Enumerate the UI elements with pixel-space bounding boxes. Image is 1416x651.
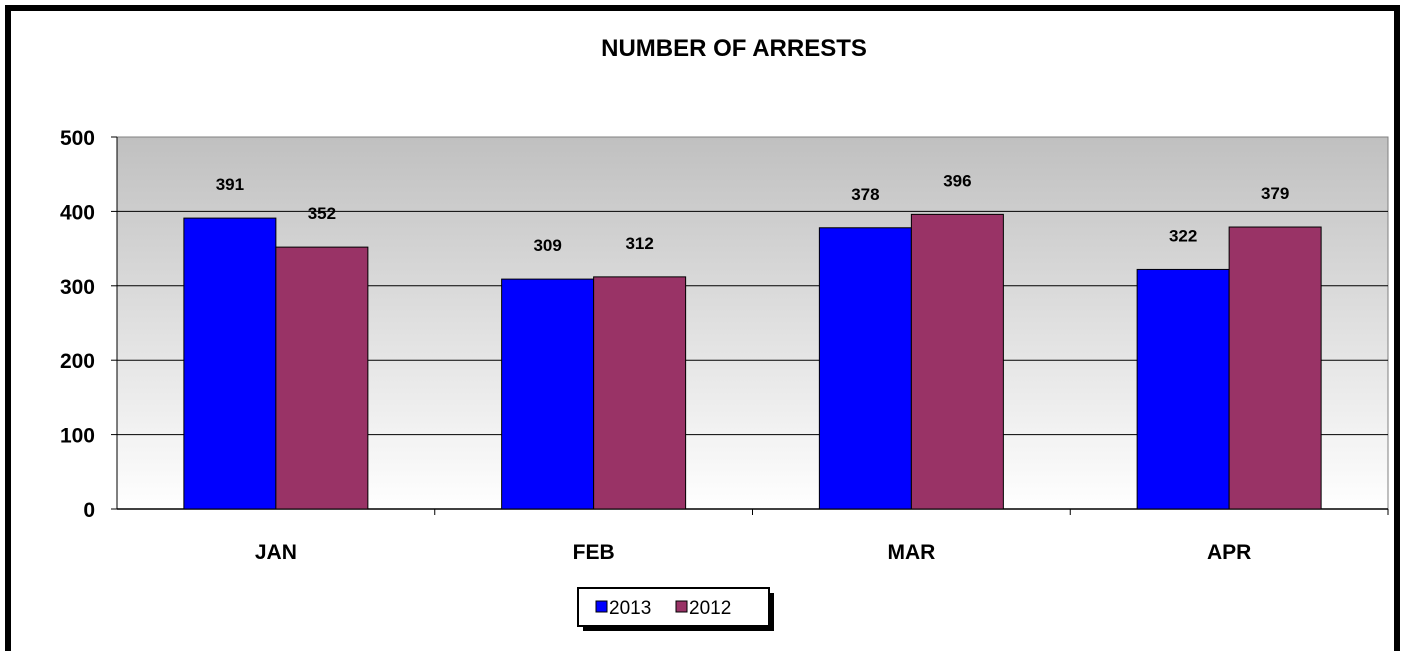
bar-2012-feb: [593, 276, 687, 510]
data-label: 396: [943, 171, 971, 190]
legend-swatch: [595, 600, 608, 613]
y-tick-label: 500: [60, 127, 95, 150]
bars: [183, 213, 1322, 510]
legend-box: [577, 587, 770, 627]
bar-2013-feb: [501, 278, 595, 510]
chart-title: NUMBER OF ARRESTS: [601, 35, 867, 62]
legend-swatch: [675, 600, 688, 613]
bar-2013-apr: [1136, 268, 1230, 510]
x-tick-label: APR: [1207, 541, 1251, 564]
x-tick-label: JAN: [255, 541, 297, 564]
data-label: 322: [1169, 226, 1197, 245]
data-label: 379: [1261, 184, 1289, 203]
bar-2012-jan: [275, 246, 369, 510]
y-tick-label: 100: [60, 425, 95, 448]
data-label: 378: [851, 185, 879, 204]
data-label: 352: [308, 204, 336, 223]
data-label: 391: [216, 175, 244, 194]
bar-2012-apr: [1228, 226, 1322, 510]
y-tick-label: 400: [60, 201, 95, 224]
legend-label: 2012: [689, 598, 731, 619]
data-label: 309: [533, 236, 561, 255]
legend: 2013 2012: [577, 587, 774, 631]
data-labels: 391 352 309 312 378 396 322 379: [216, 171, 1290, 255]
legend-label: 2013: [609, 598, 651, 619]
y-tick-label: 0: [83, 499, 95, 522]
bar-2013-mar: [818, 227, 912, 510]
bar-2013-jan: [183, 217, 277, 510]
bar-2012-mar: [910, 213, 1004, 510]
x-tick-label: FEB: [573, 541, 615, 564]
x-tick-label: MAR: [887, 541, 935, 564]
data-label: 312: [625, 234, 653, 253]
y-tick-label: 300: [60, 276, 95, 299]
y-tick-label: 200: [60, 350, 95, 373]
